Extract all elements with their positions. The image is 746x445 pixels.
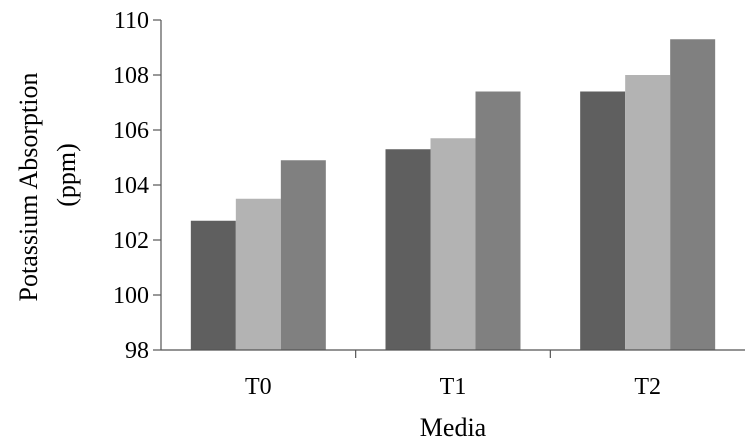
bar-t1-series-3 [475,91,521,350]
x-axis-title: Media [420,413,487,442]
y-axis-title-line-1: Potassium Absorption [14,73,43,302]
bar-t2-series-3 [670,39,716,350]
bar-t1-series-1 [385,149,431,350]
y-tick-label: 102 [113,228,149,254]
y-tick-label: 108 [113,63,149,89]
bar-t0-series-2 [235,198,281,350]
y-tick-label: 100 [113,283,149,309]
y-tick-label: 110 [114,8,149,34]
y-tick-label: 106 [113,118,149,144]
ticks-group: 98 100 102 104 106 108 110 T0 T1 T2 [113,8,661,400]
x-tick-label: T2 [634,374,661,400]
x-tick-label: T1 [440,374,467,400]
bar-t0-series-1 [190,220,236,350]
bar-t2-series-2 [625,75,671,350]
bars-group [190,39,716,350]
x-tick-label: T0 [245,374,272,400]
y-axis-title-line-2: (ppm) [52,143,81,207]
bar-t0-series-3 [280,160,326,350]
bar-t2-series-1 [580,91,626,350]
bar-t1-series-2 [430,138,476,350]
y-tick-label: 98 [125,338,149,364]
y-tick-label: 104 [113,173,149,199]
